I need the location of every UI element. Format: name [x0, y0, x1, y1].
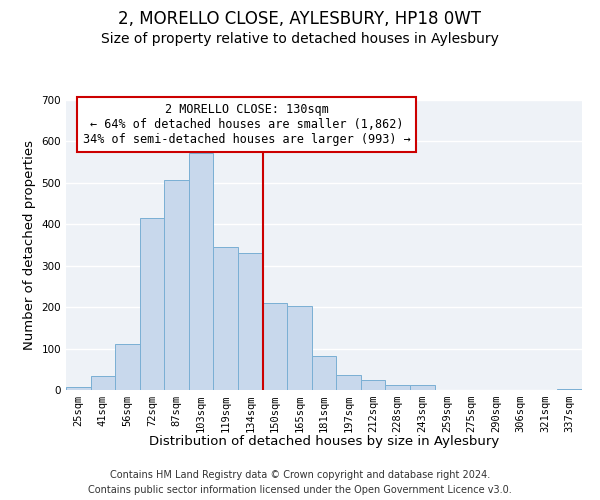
Bar — [140, 218, 164, 390]
Text: Contains public sector information licensed under the Open Government Licence v3: Contains public sector information licen… — [88, 485, 512, 495]
Bar — [91, 376, 115, 390]
Bar — [115, 344, 140, 390]
Bar — [557, 389, 582, 390]
Bar — [214, 247, 238, 390]
Bar — [263, 303, 287, 390]
Bar — [361, 380, 385, 390]
Text: 2 MORELLO CLOSE: 130sqm
← 64% of detached houses are smaller (1,862)
34% of semi: 2 MORELLO CLOSE: 130sqm ← 64% of detache… — [83, 103, 410, 146]
Text: Size of property relative to detached houses in Aylesbury: Size of property relative to detached ho… — [101, 32, 499, 46]
Y-axis label: Number of detached properties: Number of detached properties — [23, 140, 36, 350]
Text: 2, MORELLO CLOSE, AYLESBURY, HP18 0WT: 2, MORELLO CLOSE, AYLESBURY, HP18 0WT — [119, 10, 482, 28]
Bar — [238, 254, 263, 390]
Bar — [336, 374, 361, 390]
Text: Distribution of detached houses by size in Aylesbury: Distribution of detached houses by size … — [149, 435, 499, 448]
Bar — [287, 306, 312, 390]
Bar — [189, 152, 214, 390]
Bar — [410, 384, 434, 390]
Bar — [385, 385, 410, 390]
Bar — [66, 386, 91, 390]
Bar — [164, 180, 189, 390]
Bar — [312, 356, 336, 390]
Text: Contains HM Land Registry data © Crown copyright and database right 2024.: Contains HM Land Registry data © Crown c… — [110, 470, 490, 480]
